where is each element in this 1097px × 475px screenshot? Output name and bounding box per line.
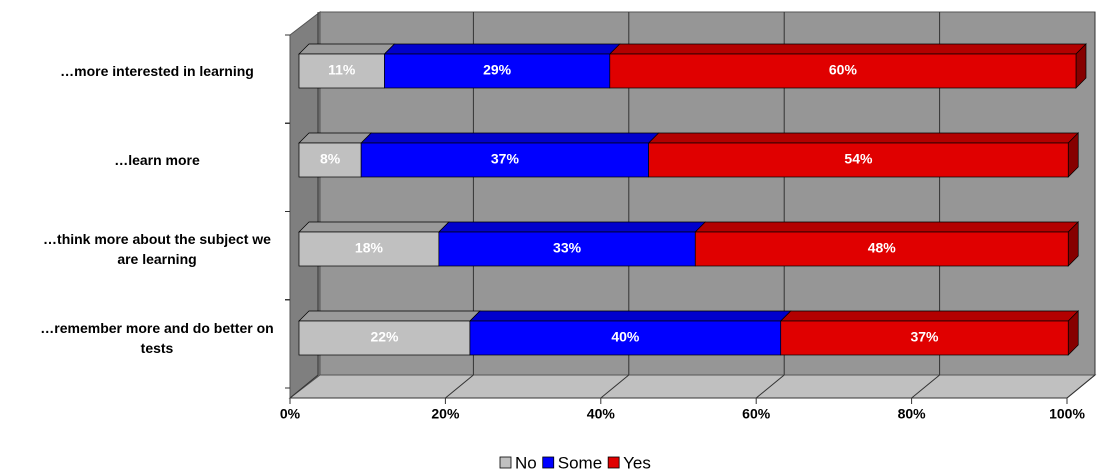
- y-tick-label: …learn more: [114, 152, 200, 168]
- bar: [298, 320, 471, 356]
- data-label: 40%: [611, 329, 640, 345]
- bar-top: [298, 132, 373, 144]
- data-label: 60%: [829, 62, 858, 78]
- legend-swatch: [607, 456, 620, 469]
- bar: [298, 53, 385, 89]
- bar-top: [298, 310, 481, 322]
- bar: [298, 142, 362, 178]
- legend-label: Yes: [623, 453, 651, 472]
- data-label: 11%: [328, 62, 356, 78]
- grid-line: [600, 374, 630, 399]
- bar: [694, 231, 1069, 267]
- data-label: 18%: [355, 240, 384, 256]
- legend-swatch: [542, 456, 555, 469]
- grid-line: [445, 374, 474, 399]
- bar-top: [360, 132, 660, 144]
- bar-top: [298, 43, 396, 55]
- data-label: 37%: [910, 329, 939, 345]
- grid-line: [289, 374, 319, 399]
- bar: [438, 231, 696, 267]
- bar-top: [608, 43, 1087, 55]
- bar: [298, 231, 440, 267]
- grid-line: [755, 374, 785, 399]
- x-tick-label: 60%: [742, 406, 771, 422]
- x-tick-label: 40%: [587, 406, 616, 422]
- legend-swatch: [499, 456, 512, 469]
- bar-top: [647, 132, 1080, 144]
- bar: [609, 53, 1077, 89]
- x-tick-label: 20%: [431, 406, 460, 422]
- data-label: 8%: [320, 151, 341, 167]
- data-label: 29%: [483, 62, 512, 78]
- grid-line: [1066, 374, 1096, 399]
- bar: [360, 142, 649, 178]
- data-label: 54%: [844, 151, 873, 167]
- bar-top: [298, 221, 450, 233]
- bar-top: [438, 221, 707, 233]
- y-tick-label: …more interested in learning: [60, 63, 254, 79]
- y-tick-label: …remember more and do better on tests: [40, 320, 274, 356]
- x-tick-label: 80%: [898, 406, 927, 422]
- data-label: 37%: [491, 151, 520, 167]
- legend-label: Some: [558, 453, 602, 472]
- bar-top: [694, 221, 1080, 233]
- bar: [384, 53, 611, 89]
- data-label: 22%: [370, 329, 399, 345]
- legend-label: No: [515, 453, 537, 472]
- bar-top: [779, 310, 1080, 322]
- data-label: 48%: [868, 240, 897, 256]
- x-tick-label: 100%: [1049, 406, 1085, 422]
- bar-top: [383, 43, 621, 55]
- bar: [648, 142, 1069, 178]
- y-tick-label: …think more about the subject we are lea…: [43, 231, 271, 267]
- x-tick-label: 0%: [280, 406, 301, 422]
- bar-top: [469, 310, 792, 322]
- grid-line: [911, 374, 940, 399]
- data-label: 33%: [553, 240, 582, 256]
- bar: [469, 320, 782, 356]
- floor: [288, 374, 1097, 399]
- bar: [780, 320, 1069, 356]
